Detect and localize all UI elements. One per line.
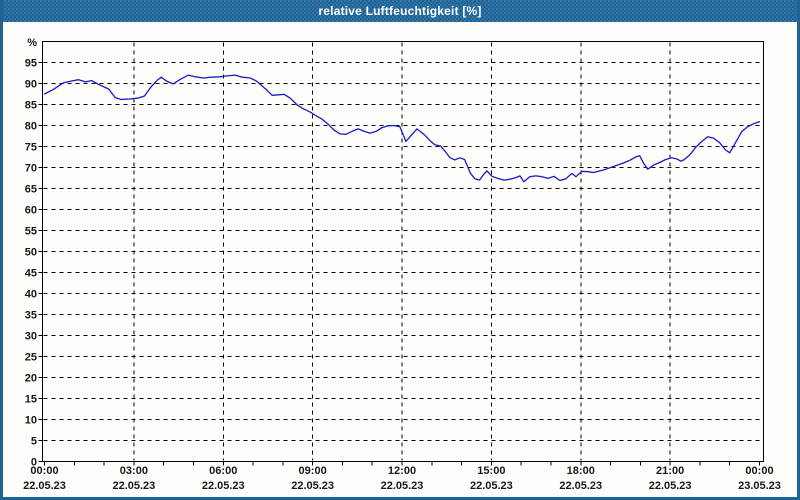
x-date-label: 22.05.23 (559, 480, 602, 492)
x-date-label: 22.05.23 (470, 480, 513, 492)
y-tick-label: 40 (25, 289, 37, 301)
y-tick-label: 30 (25, 331, 37, 343)
y-tick-label: 25 (25, 352, 37, 364)
x-date-label: 22.05.23 (112, 480, 155, 492)
y-tick-label: 15 (25, 394, 37, 406)
x-time-label: 00:00 (745, 465, 773, 477)
x-time-label: 15:00 (477, 465, 505, 477)
y-tick-label: 0 (31, 457, 37, 469)
y-tick-label: 80 (25, 121, 37, 133)
humidity-line (43, 74, 761, 183)
x-date-label: 22.05.23 (649, 480, 692, 492)
x-date-label: 22.05.23 (23, 480, 66, 492)
y-tick-label: 55 (25, 226, 37, 238)
x-date-label: 23.05.23 (738, 480, 781, 492)
y-tick-label: 45 (25, 268, 37, 280)
y-tick-label: 20 (25, 373, 37, 385)
y-tick-label: 65 (25, 184, 37, 196)
y-tick-label: 85 (25, 100, 37, 112)
y-axis-unit-label: % (27, 37, 37, 49)
y-tick-label: 10 (25, 415, 37, 427)
y-tick-label: 70 (25, 163, 37, 175)
y-tick-label: 90 (25, 79, 37, 91)
x-time-label: 06:00 (209, 465, 237, 477)
x-time-label: 18:00 (567, 465, 595, 477)
y-tick-label: 5 (31, 436, 37, 448)
humidity-chart: 0 5 10 15 20 25 30 35 40 45 50 55 60 65 70 75 80 85 90 95% 0… (3, 22, 797, 497)
y-tick-label: 35 (25, 310, 37, 322)
window-title-bar[interactable]: relative Luftfeuchtigkeit [%] (3, 0, 797, 22)
x-time-label: 09:00 (299, 465, 327, 477)
x-time-label: 21:00 (656, 465, 684, 477)
x-date-label: 22.05.23 (291, 480, 334, 492)
y-tick-label: 75 (25, 142, 37, 154)
x-date-label: 22.05.23 (381, 480, 424, 492)
chart-area: 0 5 10 15 20 25 30 35 40 45 50 55 60 65 70 75 80 85 90 95% 0… (3, 22, 797, 497)
window-title: relative Luftfeuchtigkeit [%] (318, 4, 482, 18)
x-time-label: 03:00 (120, 465, 148, 477)
x-time-label: 12:00 (388, 465, 416, 477)
x-date-label: 22.05.23 (202, 480, 245, 492)
y-tick-label: 60 (25, 205, 37, 217)
y-tick-label: 50 (25, 247, 37, 259)
x-time-label: 00:00 (30, 465, 58, 477)
plot-background (3, 22, 797, 497)
y-tick-label: 95 (25, 58, 37, 70)
